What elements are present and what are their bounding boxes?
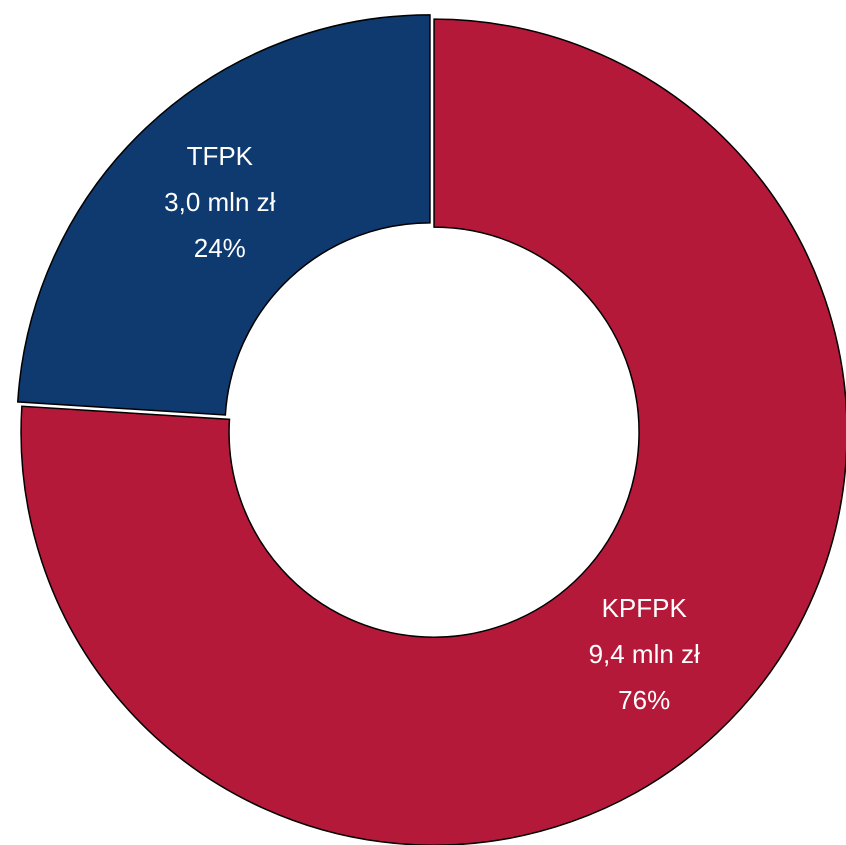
slice-percent-label: 76% — [618, 685, 670, 715]
slice-category-label: KPFPK — [602, 593, 688, 623]
donut-slice — [20, 18, 846, 845]
slice-percent-label: 24% — [194, 233, 246, 263]
donut-slice — [16, 14, 431, 416]
slice-category-label: TFPK — [187, 141, 254, 171]
slice-amount-label: 9,4 mln zł — [589, 639, 700, 669]
slice-amount-label: 3,0 mln zł — [164, 187, 275, 217]
